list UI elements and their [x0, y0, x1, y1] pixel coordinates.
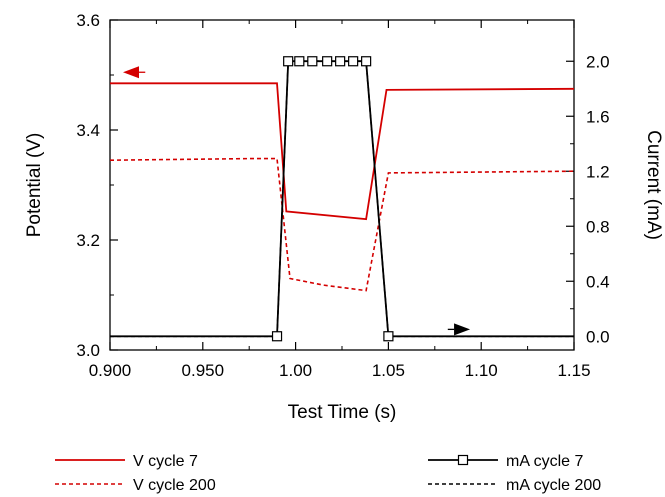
series-line-ma-cycle-200	[110, 60, 574, 338]
x-tick-label: 1.05	[372, 361, 405, 380]
legend-label: V cycle 7	[133, 453, 198, 470]
legend-marker	[457, 454, 469, 466]
series-marker	[335, 56, 346, 67]
y-left-tick-label: 3.6	[76, 11, 100, 30]
plot-frame	[109, 19, 575, 351]
legend-label: mA cycle 7	[506, 453, 583, 470]
series-marker	[307, 56, 318, 67]
y-left-tick-label: 3.4	[76, 121, 100, 140]
x-tick-label: 1.10	[465, 361, 498, 380]
series-layer	[109, 60, 575, 338]
series-marker	[361, 56, 372, 67]
arrow-head	[122, 66, 139, 79]
y-right-tick-label: 0.8	[586, 217, 610, 236]
x-tick-label: 1.15	[557, 361, 590, 380]
series-marker	[322, 56, 333, 67]
y-right-tick-label: 2.0	[586, 52, 610, 71]
series-line-v-cycle-7	[110, 82, 575, 221]
y-right-tick-label: 1.2	[586, 162, 610, 181]
y-right-tick-label: 0.4	[586, 272, 610, 291]
y-left-tick-label: 3.2	[76, 231, 100, 250]
legend: V cycle 7 V cycle 200 mA cycle 7 mA cycle 2…	[55, 453, 601, 494]
y-left-axis-title: Potential (V)	[24, 133, 45, 238]
legend-label: V cycle 200	[133, 477, 216, 494]
legend-label: mA cycle 200	[506, 477, 601, 494]
y-left-tick-label: 3.0	[76, 341, 100, 360]
annotation-arrows	[122, 66, 471, 336]
x-tick-label: 0.900	[89, 361, 132, 380]
series-marker	[294, 56, 305, 67]
series-line-ma-cycle-7	[110, 60, 574, 338]
series-line-v-cycle-200	[109, 157, 575, 292]
y-right-tick-label: 0.0	[586, 327, 610, 346]
marker-layer	[271, 56, 394, 342]
y-right-axis-title: Current (mA)	[643, 130, 664, 240]
x-tick-label: 0.950	[182, 361, 225, 380]
series-marker	[383, 331, 394, 342]
series-marker	[348, 56, 359, 67]
series-marker	[283, 56, 294, 67]
y-right-tick-label: 1.6	[586, 107, 610, 126]
x-tick-label: 1.00	[279, 361, 312, 380]
x-axis-title: Test Time (s)	[288, 402, 397, 423]
axis-ticks: 0.900 0.950 1.00 1.05 1.10 1.15 3.0 3.2 3.4 3.6 0.…	[76, 11, 609, 380]
series-marker	[271, 331, 283, 342]
arrow-head	[454, 323, 471, 336]
